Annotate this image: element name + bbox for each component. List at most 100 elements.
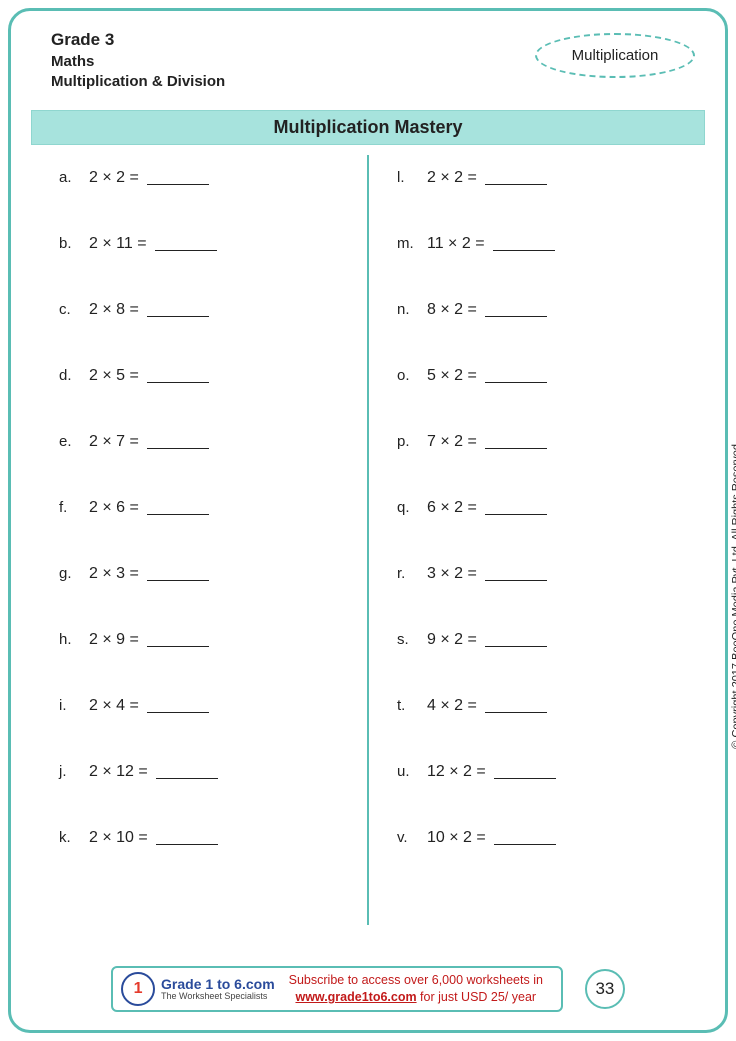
problem-expression: 2 × 4 = <box>89 697 143 715</box>
problem-row: u.12 × 2 = <box>397 763 685 781</box>
answer-blank[interactable] <box>155 250 217 251</box>
answer-blank[interactable] <box>485 448 547 449</box>
problem-label: b. <box>59 235 89 252</box>
problem-label: e. <box>59 433 89 450</box>
answer-blank[interactable] <box>147 316 209 317</box>
problem-row: m.11 × 2 = <box>397 235 685 253</box>
problem-expression: 3 × 2 = <box>427 565 481 583</box>
problem-label: k. <box>59 829 89 846</box>
problem-label: m. <box>397 235 427 252</box>
problem-label: t. <box>397 697 427 714</box>
problem-expression: 6 × 2 = <box>427 499 481 517</box>
problem-expression: 2 × 3 = <box>89 565 143 583</box>
problem-label: r. <box>397 565 427 582</box>
problem-expression: 8 × 2 = <box>427 301 481 319</box>
problem-row: j.2 × 12 = <box>59 763 347 781</box>
problem-label: g. <box>59 565 89 582</box>
answer-blank[interactable] <box>493 250 555 251</box>
problem-row: r.3 × 2 = <box>397 565 685 583</box>
brand-logo-icon: 1 <box>121 972 155 1006</box>
problem-expression: 12 × 2 = <box>427 763 490 781</box>
problem-label: q. <box>397 499 427 516</box>
footer: 1 Grade 1 to 6.com The Worksheet Special… <box>11 966 725 1012</box>
problem-expression: 2 × 2 = <box>89 169 143 187</box>
problem-expression: 5 × 2 = <box>427 367 481 385</box>
brand: 1 Grade 1 to 6.com The Worksheet Special… <box>121 972 275 1006</box>
answer-blank[interactable] <box>494 844 556 845</box>
problem-row: n.8 × 2 = <box>397 301 685 319</box>
subject-line: Maths <box>51 52 225 72</box>
problem-expression: 11 × 2 = <box>427 235 489 253</box>
answer-blank[interactable] <box>485 712 547 713</box>
problem-label: p. <box>397 433 427 450</box>
answer-blank[interactable] <box>147 712 209 713</box>
problem-row: h.2 × 9 = <box>59 631 347 649</box>
problem-label: s. <box>397 631 427 648</box>
header: Grade 3 Maths Multiplication & Division … <box>11 29 725 92</box>
subscribe-text: Subscribe to access over 6,000 worksheet… <box>289 972 543 1006</box>
problem-expression: 2 × 9 = <box>89 631 143 649</box>
problem-expression: 2 × 2 = <box>427 169 481 187</box>
answer-blank[interactable] <box>485 316 547 317</box>
problem-row: t.4 × 2 = <box>397 697 685 715</box>
answer-blank[interactable] <box>494 778 556 779</box>
problem-expression: 2 × 11 = <box>89 235 151 253</box>
problems-column-right: l.2 × 2 = m.11 × 2 = n.8 × 2 = o.5 × 2 =… <box>369 155 705 925</box>
subscribe-tail: for just USD 25/ year <box>417 990 537 1004</box>
problem-row: d.2 × 5 = <box>59 367 347 385</box>
problem-expression: 2 × 12 = <box>89 763 152 781</box>
problem-row: g.2 × 3 = <box>59 565 347 583</box>
problem-expression: 9 × 2 = <box>427 631 481 649</box>
subscribe-line2: www.grade1to6.com for just USD 25/ year <box>289 989 543 1006</box>
header-left: Grade 3 Maths Multiplication & Division <box>51 29 225 92</box>
answer-blank[interactable] <box>147 514 209 515</box>
answer-blank[interactable] <box>485 514 547 515</box>
problem-label: u. <box>397 763 427 780</box>
problem-expression: 2 × 8 = <box>89 301 143 319</box>
problems-area: a.2 × 2 = b.2 × 11 = c.2 × 8 = d.2 × 5 =… <box>31 155 705 925</box>
answer-blank[interactable] <box>156 778 218 779</box>
problem-row: v.10 × 2 = <box>397 829 685 847</box>
problem-label: j. <box>59 763 89 780</box>
answer-blank[interactable] <box>147 184 209 185</box>
problem-expression: 4 × 2 = <box>427 697 481 715</box>
worksheet-title: Multiplication Mastery <box>31 110 705 145</box>
answer-blank[interactable] <box>147 382 209 383</box>
problem-label: f. <box>59 499 89 516</box>
answer-blank[interactable] <box>485 382 547 383</box>
answer-blank[interactable] <box>147 646 209 647</box>
problem-label: h. <box>59 631 89 648</box>
problem-expression: 2 × 6 = <box>89 499 143 517</box>
worksheet-page: Grade 3 Maths Multiplication & Division … <box>8 8 728 1033</box>
answer-blank[interactable] <box>147 580 209 581</box>
answer-blank[interactable] <box>147 448 209 449</box>
problem-label: a. <box>59 169 89 186</box>
footer-box: 1 Grade 1 to 6.com The Worksheet Special… <box>111 966 563 1012</box>
problem-row: e.2 × 7 = <box>59 433 347 451</box>
problem-label: c. <box>59 301 89 318</box>
answer-blank[interactable] <box>485 580 547 581</box>
subscribe-url: www.grade1to6.com <box>295 990 416 1004</box>
grade-line: Grade 3 <box>51 29 225 52</box>
problem-expression: 2 × 7 = <box>89 433 143 451</box>
problem-row: o.5 × 2 = <box>397 367 685 385</box>
problem-expression: 7 × 2 = <box>427 433 481 451</box>
answer-blank[interactable] <box>485 184 547 185</box>
problem-row: k.2 × 10 = <box>59 829 347 847</box>
page-number: 33 <box>585 969 625 1009</box>
problem-label: n. <box>397 301 427 318</box>
problem-label: l. <box>397 169 427 186</box>
problem-expression: 2 × 5 = <box>89 367 143 385</box>
problem-label: d. <box>59 367 89 384</box>
answer-blank[interactable] <box>485 646 547 647</box>
problems-column-left: a.2 × 2 = b.2 × 11 = c.2 × 8 = d.2 × 5 =… <box>31 155 369 925</box>
topic-bubble: Multiplication <box>535 33 695 78</box>
brand-tagline: The Worksheet Specialists <box>161 992 275 1001</box>
brand-text: Grade 1 to 6.com The Worksheet Specialis… <box>161 977 275 1001</box>
problem-row: l.2 × 2 = <box>397 169 685 187</box>
topic-line: Multiplication & Division <box>51 72 225 92</box>
answer-blank[interactable] <box>156 844 218 845</box>
problem-label: i. <box>59 697 89 714</box>
problem-label: v. <box>397 829 427 846</box>
problem-expression: 2 × 10 = <box>89 829 152 847</box>
